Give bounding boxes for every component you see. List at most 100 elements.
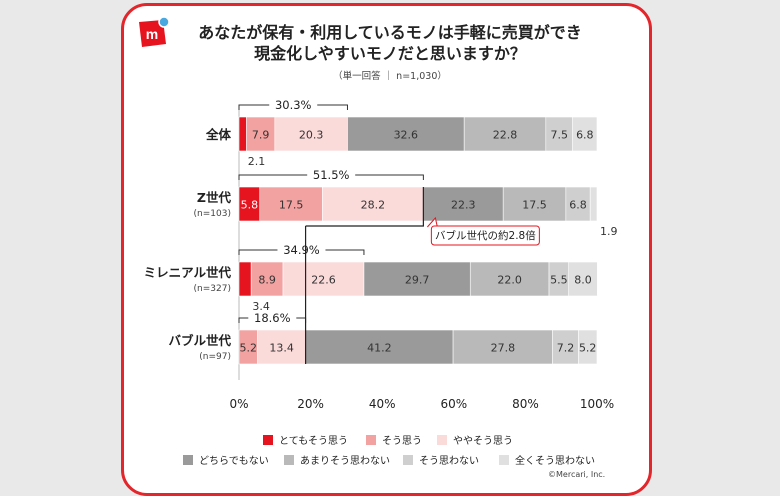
legend-item-6: そう思わない [403,452,479,467]
category-label: バブル世代 [168,333,231,348]
data-label: 3.4 [252,300,270,313]
bar-segment [322,186,424,222]
legend-item-5: あまりそう思わない [284,452,390,467]
legend-item-4: どちらでもない [183,452,269,467]
bar-segment [502,186,567,222]
data-label: 5.5 [550,274,568,287]
data-label: 6.8 [569,199,587,212]
data-label: 5.2 [240,342,258,355]
category-note: (n=103) [194,209,231,219]
x-tick-label: 40% [369,397,396,411]
bar-segment [452,329,553,365]
x-tick-label: 80% [512,397,539,411]
bar-segment [257,329,306,365]
bracket-label-bg [307,168,356,181]
data-label: 1.9 [600,225,618,238]
legend-item-2: そう思う [366,432,422,447]
legend-swatch-3 [437,434,447,445]
mercari-logo-icon: m [139,16,170,47]
bar-segment [282,261,365,297]
bar-segment [423,186,504,222]
category-label: Z世代 [197,190,232,205]
data-label: 22.0 [497,274,522,287]
data-label: 5.8 [241,199,259,212]
positive-total-label: 51.5% [313,168,350,182]
legend-label-5: あまりそう思わない [300,456,390,467]
bar-segment [250,261,284,297]
category-label: ミレニアル世代 [144,265,232,280]
data-label: 27.8 [491,342,516,355]
chart-title: あなたが保有・利用しているモノは手軽に売買ができ 現金化しやすいモノだと思います… [170,22,610,64]
chart-subtitle: （単一回答 ｜ n=1,030） [333,71,447,82]
data-label: 22.8 [493,129,518,142]
data-label: 7.5 [550,129,568,142]
data-label: 7.2 [557,342,575,355]
chart-card [121,3,652,496]
data-label: 17.5 [279,199,304,212]
data-label: 8.0 [574,274,592,287]
data-label: 41.2 [367,342,392,355]
callout-text: バブル世代の約2.8倍 [435,229,536,242]
callout-box [430,225,540,246]
bar-segment [578,329,598,365]
legend-label-6: そう思わない [419,456,479,467]
svg-text:m: m [146,26,158,42]
data-label: 20.3 [299,129,324,142]
legend-label-2: そう思う [382,436,422,447]
positive-total-label: 30.3% [275,98,312,112]
category-label: 全体 [205,127,232,142]
legend-swatch-5 [284,454,294,465]
data-label: 6.8 [576,129,594,142]
bar-segment [469,261,550,297]
x-tick-label: 100% [580,397,614,411]
legend-label-3: ややそう思う [453,436,513,447]
bar-segment [363,261,471,297]
legend-label-4: どちらでもない [199,456,269,467]
data-label: 28.2 [361,199,386,212]
title-line-1: あなたが保有・利用しているモノは手軽に売買ができ [198,23,582,42]
data-label: 8.9 [258,274,276,287]
bar-segment [552,329,579,365]
bracket-label-bg [269,98,318,111]
bracket-label-bg [248,311,297,324]
copyright-text: ©Mercari, Inc. [548,470,606,479]
category-note: (n=327) [194,284,231,294]
positive-total-label: 18.6% [254,311,291,325]
bar-segment [572,116,598,152]
bar-segment [568,261,598,297]
bar-segment [274,116,348,152]
legend-swatch-6 [403,454,413,465]
bracket-label-bg [277,243,326,256]
data-label: 13.4 [269,342,294,355]
legend-swatch-1 [263,434,273,445]
data-label: 22.3 [451,199,476,212]
legend-swatch-7 [499,454,509,465]
legend-swatch-2 [366,434,376,445]
comparison-bracket [305,187,424,227]
bar-segment [463,116,547,152]
bar-segment [347,116,465,152]
title-line-2: 現金化しやすいモノだと思いますか？ [254,44,526,63]
category-note: (n=97) [199,352,231,362]
data-label: 32.6 [394,129,419,142]
legend-swatch-4 [183,454,193,465]
bar-segment [246,116,276,152]
positive-total-label: 34.9% [283,243,320,257]
legend-item-1: とてもそう思う [263,432,348,447]
bar-segment [238,116,247,152]
legend-item-3: ややそう思う [437,432,513,447]
bar-segment [238,261,252,297]
legend-label-7: 全くそう思わない [515,456,595,467]
data-label: 29.7 [405,274,430,287]
x-tick-label: 20% [297,397,324,411]
legend-label-1: とてもそう思う [279,436,348,447]
data-label: 2.1 [248,155,266,168]
bar-segment [565,186,591,222]
x-tick-label: 0% [229,397,248,411]
x-tick-label: 60% [440,397,467,411]
data-label: 17.5 [522,199,547,212]
bar-segment [305,329,454,365]
data-label: 22.6 [311,274,336,287]
data-label: 5.2 [579,342,597,355]
legend-item-7: 全くそう思わない [499,452,595,467]
